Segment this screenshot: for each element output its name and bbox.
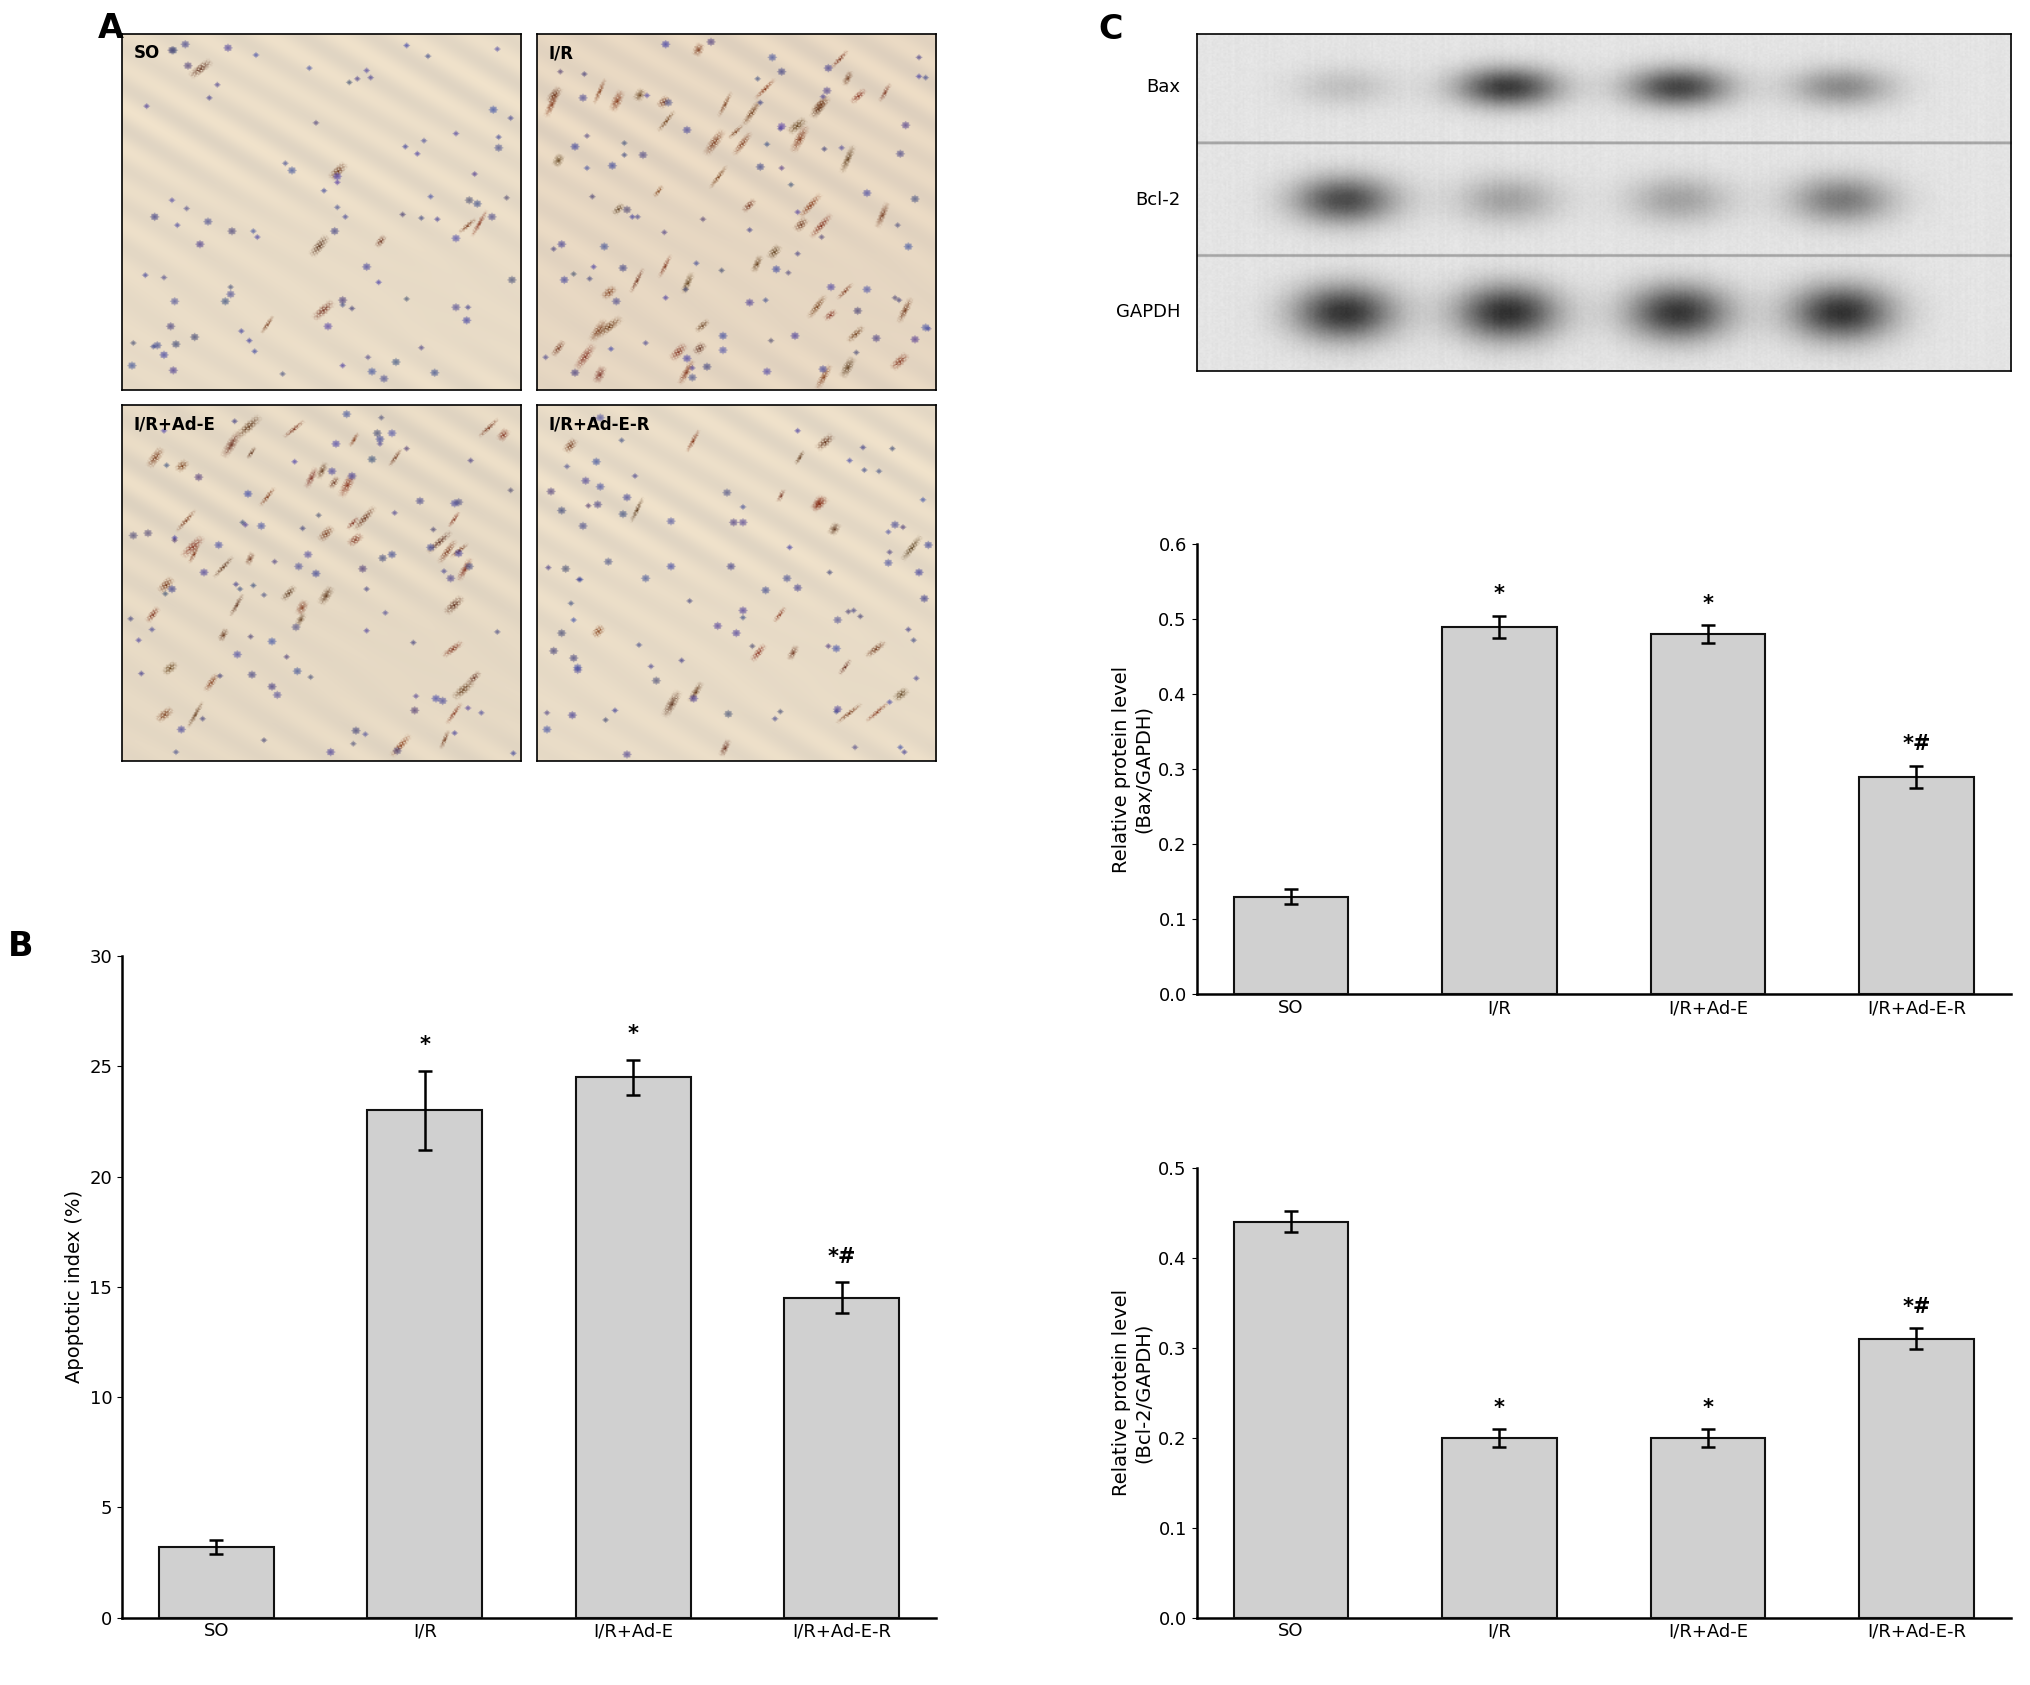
Text: *: *	[1494, 585, 1504, 605]
Text: *: *	[1494, 1399, 1504, 1417]
Text: I/R: I/R	[548, 44, 574, 62]
Bar	[1650, 1437, 1764, 1618]
Text: *#: *#	[826, 1247, 855, 1267]
Y-axis label: Relative protein level
(Bcl-2/GAPDH): Relative protein level (Bcl-2/GAPDH)	[1110, 1289, 1153, 1496]
Y-axis label: Relative protein level
(Bax/GAPDH): Relative protein level (Bax/GAPDH)	[1110, 666, 1153, 873]
Text: I/R+Ad-E-R: I/R+Ad-E-R	[548, 416, 650, 433]
Bar	[1232, 1222, 1348, 1618]
Text: Bax: Bax	[1145, 78, 1179, 96]
Text: I/R+Ad-E: I/R+Ad-E	[134, 416, 215, 433]
Text: *#: *#	[1902, 735, 1931, 755]
Text: *: *	[1701, 595, 1713, 613]
Bar	[784, 1297, 899, 1618]
Text: *#: *#	[1902, 1297, 1931, 1318]
Text: SO: SO	[134, 44, 160, 62]
Bar	[1441, 1437, 1555, 1618]
Y-axis label: Apoptotic index (%): Apoptotic index (%)	[65, 1190, 83, 1383]
Text: B: B	[8, 930, 32, 962]
Text: A: A	[97, 12, 124, 45]
Bar	[1857, 777, 1973, 994]
Bar	[367, 1110, 481, 1618]
Bar	[1650, 635, 1764, 994]
Text: GAPDH: GAPDH	[1114, 303, 1179, 322]
Bar	[1232, 896, 1348, 994]
Bar	[1441, 627, 1555, 994]
Bar	[577, 1077, 690, 1618]
Text: Bcl-2: Bcl-2	[1135, 190, 1179, 209]
Text: C: C	[1098, 13, 1123, 47]
Bar	[158, 1547, 274, 1618]
Text: *: *	[418, 1035, 430, 1055]
Text: *: *	[1701, 1399, 1713, 1417]
Bar	[1857, 1338, 1973, 1618]
Text: *: *	[627, 1024, 637, 1045]
